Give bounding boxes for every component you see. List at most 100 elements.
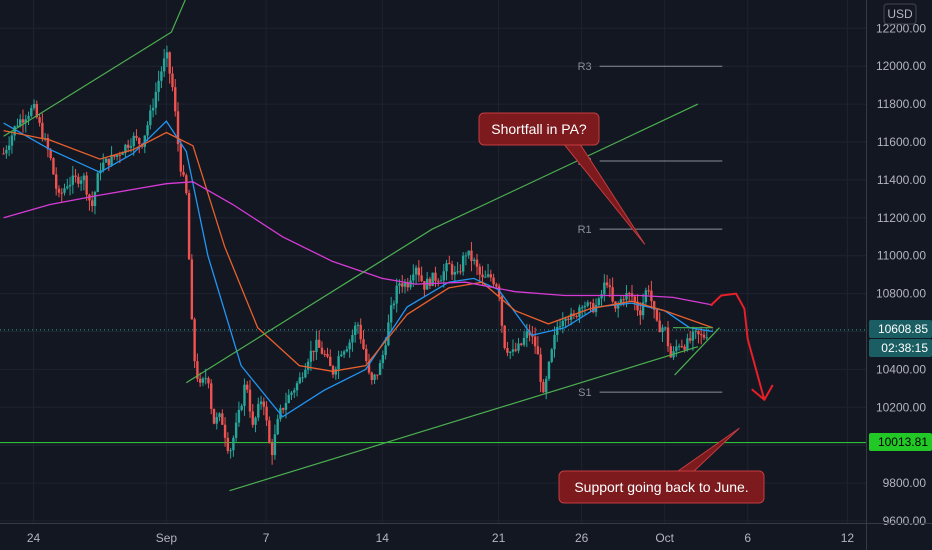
candle-body <box>503 325 506 349</box>
candle-body <box>234 422 238 438</box>
candle-body <box>677 346 681 348</box>
candle-body <box>149 110 152 126</box>
callout-box[interactable] <box>478 112 600 146</box>
candle-body <box>174 87 177 112</box>
y-tick-label: 12200.00 <box>876 21 926 35</box>
candle-body <box>376 374 379 376</box>
x-tick-label: 12 <box>841 531 855 545</box>
x-tick-label: Oct <box>655 531 674 545</box>
candle-body <box>90 200 94 207</box>
x-tick-label: 26 <box>575 531 589 545</box>
candle-body <box>243 384 246 406</box>
candle-body <box>691 331 695 341</box>
x-tick-label: 14 <box>376 531 390 545</box>
candle-body <box>633 296 636 302</box>
candle-body <box>506 348 509 353</box>
candle-body <box>362 339 365 349</box>
trendline[interactable] <box>185 103 699 384</box>
candle-body <box>66 186 69 189</box>
candle-body <box>514 349 517 351</box>
candle-body <box>79 180 83 184</box>
y-tick-label: 11200.00 <box>877 211 926 225</box>
candle-body <box>544 378 548 393</box>
candle-body <box>282 408 285 410</box>
candle-body <box>365 348 368 362</box>
candle-body <box>301 377 304 379</box>
trendline[interactable] <box>3 0 217 137</box>
candle-body <box>146 125 149 136</box>
price-tag <box>869 433 932 451</box>
candle-body <box>675 346 678 352</box>
candle-body <box>284 402 288 410</box>
candle-body <box>290 392 293 395</box>
candle-body <box>603 282 606 295</box>
candle-body <box>132 135 135 147</box>
candle-body <box>688 338 692 341</box>
y-tick-label: 12000.00 <box>876 59 926 73</box>
candle-body <box>32 104 36 108</box>
candle-body <box>129 146 133 148</box>
candle-body <box>326 354 329 357</box>
candle-body <box>268 420 271 443</box>
candle-body <box>46 138 50 150</box>
candle-body <box>16 125 19 127</box>
candle-body <box>597 298 600 306</box>
trendline[interactable] <box>674 327 720 376</box>
callout-box[interactable] <box>558 470 765 504</box>
candle-body <box>367 361 371 373</box>
candle-body <box>198 378 202 383</box>
price-tag <box>869 339 932 357</box>
candle-body <box>68 184 72 187</box>
candle-body <box>115 154 119 157</box>
annotations: Shortfall in PA? Support going back to Ju… <box>478 112 774 504</box>
candle-body <box>373 374 376 380</box>
candle-body <box>118 154 122 156</box>
candle-body <box>486 274 490 277</box>
candle-body <box>542 381 545 393</box>
candle-body <box>232 437 235 451</box>
candle-body <box>409 280 412 288</box>
candle-body <box>489 274 493 278</box>
candle-body <box>575 315 578 317</box>
candle-body <box>641 302 645 316</box>
candle-body <box>437 280 440 282</box>
moving-averages <box>3 120 714 418</box>
y-tick-label: 11000.00 <box>877 249 926 263</box>
currency-badge[interactable] <box>883 3 917 25</box>
candle-body <box>337 356 340 370</box>
candle-body <box>398 283 401 286</box>
candle-body <box>359 324 362 340</box>
y-tick-label: 9600.00 <box>883 514 927 528</box>
candle-body <box>686 338 689 350</box>
candle-body <box>348 342 351 350</box>
candle-body <box>536 346 540 355</box>
candle-body <box>481 274 484 278</box>
candle-body <box>420 275 423 282</box>
candle-body <box>622 299 625 301</box>
candle-body <box>143 135 146 147</box>
candle-body <box>700 334 703 336</box>
candle-body <box>41 122 44 139</box>
candle-body <box>356 324 360 326</box>
candle-body <box>517 343 520 351</box>
candle-body <box>401 283 404 287</box>
candle-body <box>569 313 573 320</box>
candle-body <box>669 346 672 358</box>
candle-body <box>611 287 614 302</box>
candle-body <box>298 377 302 384</box>
candle-body <box>351 334 354 343</box>
candle-body <box>500 296 504 326</box>
candle-body <box>77 176 80 184</box>
trendline[interactable] <box>229 346 699 492</box>
callout-pointer <box>676 427 740 472</box>
candle-body <box>655 309 659 321</box>
candle-body <box>273 434 277 456</box>
candle-body <box>110 154 113 166</box>
candle-body <box>666 327 670 347</box>
candle-body <box>509 351 512 353</box>
candle-body <box>237 409 241 423</box>
candle-body <box>30 107 33 116</box>
price-tag-label: 02:38:15 <box>881 341 928 355</box>
